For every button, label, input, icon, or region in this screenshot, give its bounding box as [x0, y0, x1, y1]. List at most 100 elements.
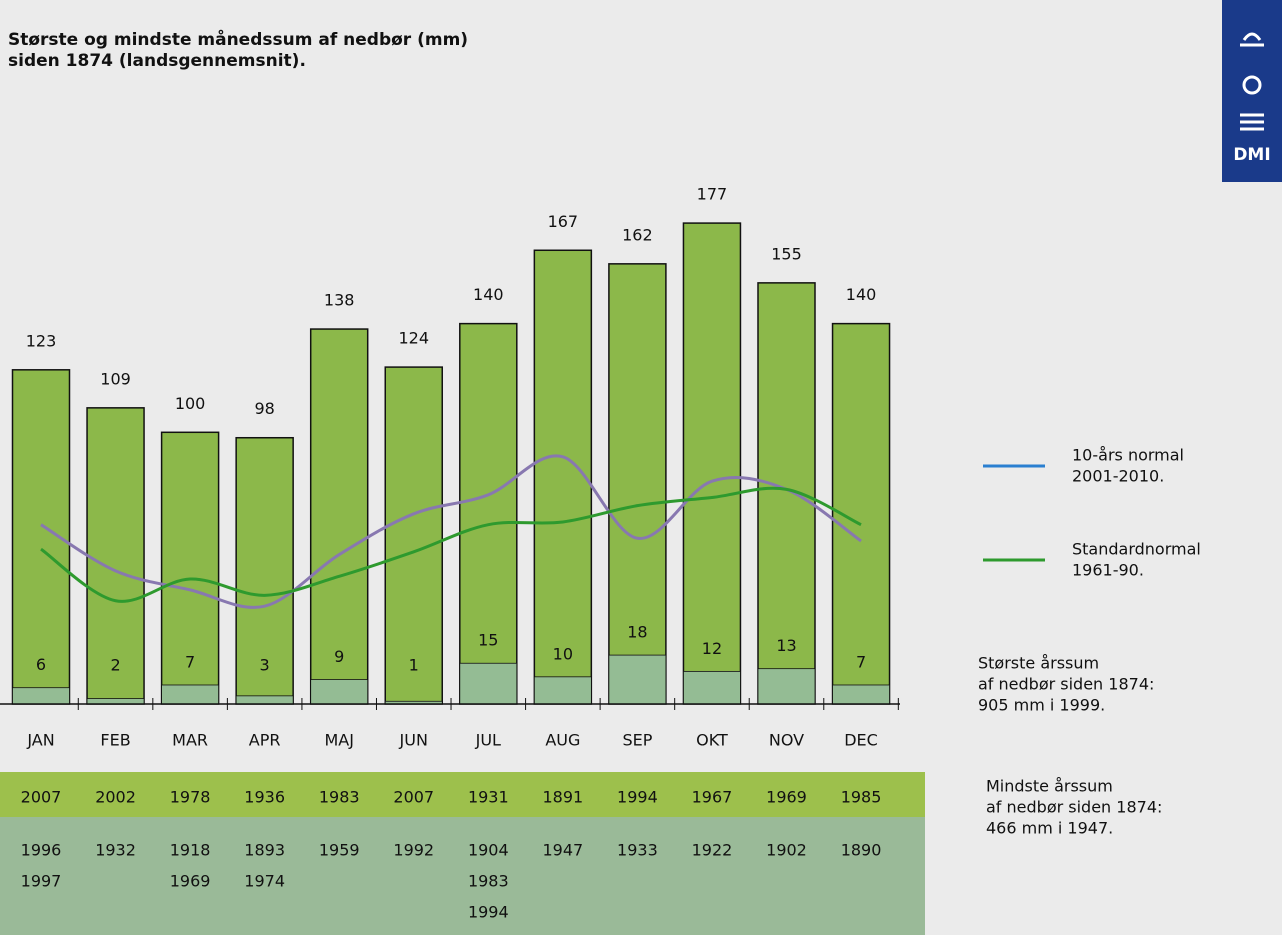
- annotation: 905 mm i 1999.: [978, 696, 1105, 715]
- min-year-band: [0, 817, 925, 935]
- min-value-label: 7: [185, 652, 195, 671]
- min-bar: [161, 684, 220, 705]
- min-bar: [12, 687, 70, 705]
- min-year: 1947: [542, 841, 583, 860]
- min-value-label: 3: [260, 656, 270, 675]
- logo-icon: [1240, 32, 1264, 131]
- min-value-label: 1: [409, 656, 419, 675]
- min-bar: [832, 684, 890, 705]
- x-tick-label: OKT: [696, 731, 728, 750]
- x-tick-label: MAJ: [324, 731, 353, 750]
- x-tick-label: NOV: [769, 731, 804, 750]
- legend-label: 10-års normal: [1072, 446, 1184, 465]
- legend-label: 2001-2010.: [1072, 467, 1164, 486]
- min-bar: [235, 695, 294, 705]
- x-tick-label: DEC: [844, 731, 878, 750]
- min-value-label: 9: [334, 647, 344, 666]
- normal-line: [40, 486, 862, 603]
- max-year: 1967: [692, 788, 733, 807]
- x-tick-label: APR: [249, 731, 281, 750]
- annotation: Mindste årssum: [986, 777, 1113, 796]
- annotation: af nedbør siden 1874:: [978, 675, 1154, 694]
- min-bar: [608, 654, 667, 705]
- legend-label: Standardnormal: [1072, 540, 1201, 559]
- min-year: 1922: [692, 841, 733, 860]
- min-value-label: 13: [776, 636, 796, 655]
- max-year-band: [0, 772, 925, 817]
- max-year: 1936: [244, 788, 285, 807]
- min-year: 1918: [170, 841, 211, 860]
- max-value-label: 100: [175, 394, 206, 413]
- max-value-label: 138: [324, 291, 355, 310]
- max-year: 1931: [468, 788, 509, 807]
- x-tick-label: JUL: [475, 731, 501, 750]
- min-bar: [757, 668, 816, 705]
- max-year: 2007: [393, 788, 434, 807]
- min-year: 1932: [95, 841, 136, 860]
- max-year: 2007: [21, 788, 62, 807]
- logo-box: [1222, 0, 1282, 182]
- max-year: 1891: [542, 788, 583, 807]
- annotation: 466 mm i 1947.: [986, 819, 1113, 838]
- max-value-label: 124: [398, 329, 429, 348]
- min-bar: [86, 698, 145, 705]
- min-bar: [683, 670, 741, 705]
- max-value-label: 177: [697, 185, 728, 204]
- min-value-label: 12: [702, 639, 722, 658]
- annotation: Største årssum: [978, 654, 1099, 673]
- logo-text: DMI: [1233, 145, 1270, 165]
- min-year: 1969: [170, 872, 211, 891]
- min-year: 1992: [393, 841, 434, 860]
- max-bar: [384, 366, 443, 705]
- min-year: 1904: [468, 841, 509, 860]
- max-value-label: 109: [100, 369, 131, 388]
- min-year: 1902: [766, 841, 807, 860]
- min-value-label: 6: [36, 655, 46, 674]
- legend-label: 1961-90.: [1072, 561, 1144, 580]
- min-value-label: 15: [478, 631, 498, 650]
- min-bar: [533, 676, 592, 705]
- max-year: 2002: [95, 788, 136, 807]
- min-year: 1933: [617, 841, 658, 860]
- max-bar: [757, 282, 816, 705]
- x-tick-label: JUN: [399, 731, 428, 750]
- max-bar: [608, 263, 667, 705]
- max-bar: [831, 322, 891, 705]
- chart-title: siden 1874 (landsgennemsnit).: [8, 51, 306, 71]
- min-year: 1974: [244, 872, 285, 891]
- min-year: 1983: [468, 872, 509, 891]
- x-tick-label: FEB: [100, 731, 130, 750]
- max-value-label: 167: [548, 212, 579, 231]
- min-year: 1890: [841, 841, 882, 860]
- max-year: 1994: [617, 788, 658, 807]
- max-year: 1985: [841, 788, 882, 807]
- min-year: 1893: [244, 841, 285, 860]
- max-year: 1978: [170, 788, 211, 807]
- max-bar: [459, 322, 518, 705]
- normal-line: [40, 454, 862, 609]
- logo-sun: [1242, 75, 1262, 95]
- chart-title: Største og mindste månedssum af nedbør (…: [8, 28, 468, 50]
- min-value-label: 2: [110, 656, 120, 675]
- min-year: 1959: [319, 841, 360, 860]
- x-tick-label: MAR: [172, 731, 208, 750]
- x-tick-label: AUG: [545, 731, 580, 750]
- max-year: 1983: [319, 788, 360, 807]
- max-value-label: 140: [473, 285, 504, 304]
- max-value-label: 162: [622, 225, 653, 244]
- min-year: 1996: [21, 841, 62, 860]
- max-value-label: 140: [846, 285, 877, 304]
- min-value-label: 18: [627, 623, 647, 642]
- min-bar: [459, 662, 518, 705]
- max-value-label: 155: [771, 244, 802, 263]
- x-tick-label: JAN: [26, 731, 54, 750]
- x-tick-label: SEP: [622, 731, 652, 750]
- min-value-label: 10: [553, 644, 573, 663]
- max-value-label: 123: [26, 331, 57, 350]
- min-year: 1997: [21, 872, 62, 891]
- max-bar: [682, 222, 742, 705]
- annotation: af nedbør siden 1874:: [986, 798, 1162, 817]
- max-bar: [533, 249, 593, 705]
